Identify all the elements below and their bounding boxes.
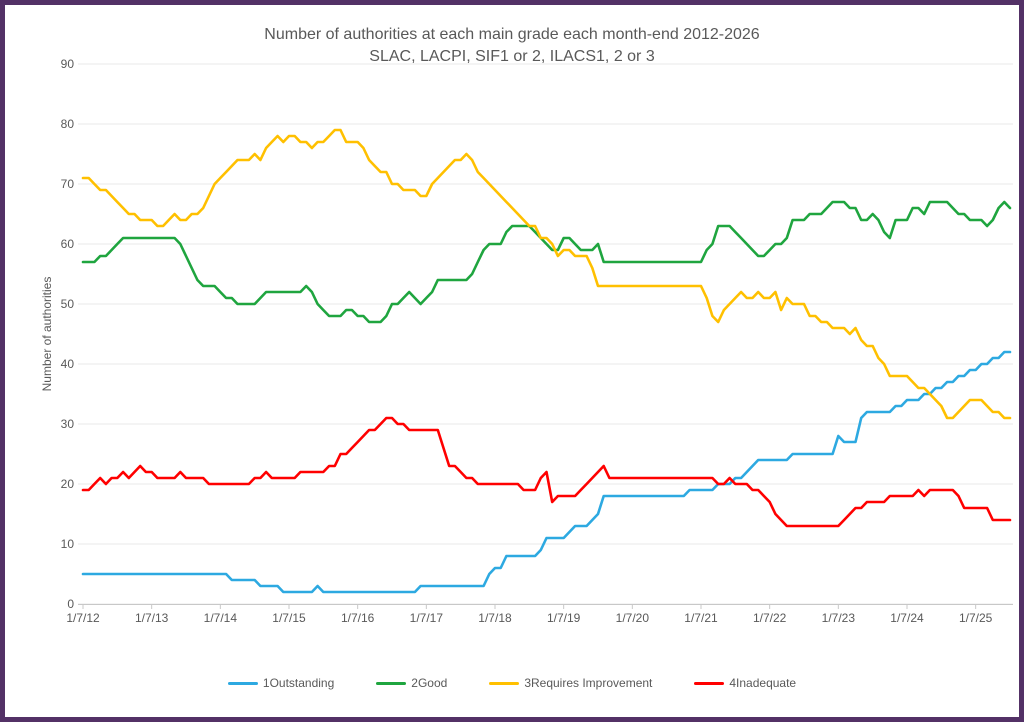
legend-line-swatch	[489, 681, 520, 685]
x-tick-label-1/7/17: 1/7/17	[410, 611, 444, 625]
x-tick-label-1/7/25: 1/7/25	[959, 611, 993, 625]
x-tick-label-1/7/21: 1/7/21	[684, 611, 718, 625]
legend-label: 1Outstanding	[262, 676, 335, 690]
series-line-2good	[81, 200, 1012, 324]
x-tick-label-1/7/18: 1/7/18	[478, 611, 512, 625]
x-tick-label-1/7/14: 1/7/14	[204, 611, 238, 625]
x-tick-label-1/7/19: 1/7/19	[547, 611, 581, 625]
legend: 1Outstanding 2Good 3Requires Improvement 4I…	[5, 676, 1019, 690]
chart-subtitle: SLAC, LACPI, SIF1 or 2, ILACS1, 2 or 3	[369, 48, 655, 65]
y-tick-label-80: 80	[61, 117, 75, 131]
plot-area: 0 10 20 30 40 50 60 70 80 90 1/7/12 1/7/13 1/7/14 1/7…	[61, 57, 1013, 625]
legend-line-swatch	[376, 681, 407, 685]
legend-item-1outstanding: 1Outstanding	[227, 676, 335, 690]
legend-label: 3Requires Improvement	[524, 676, 653, 690]
legend-label: 4Inadequate	[729, 676, 797, 690]
series-line-1outstanding	[81, 350, 1012, 594]
x-tick-label-1/7/24: 1/7/24	[890, 611, 924, 625]
x-tick-label-1/7/12: 1/7/12	[66, 611, 100, 625]
series-line-4inadequate	[81, 416, 1012, 528]
x-tick-label-1/7/23: 1/7/23	[822, 611, 856, 625]
y-tick-label-60: 60	[61, 237, 75, 251]
x-tick-label-1/7/20: 1/7/20	[616, 611, 650, 625]
y-tick-label-0: 0	[67, 597, 74, 611]
legend-line-swatch	[227, 681, 258, 685]
legend-label: 2Good	[411, 676, 448, 690]
x-tick-label-1/7/22: 1/7/22	[753, 611, 787, 625]
legend-line-swatch	[694, 681, 725, 685]
chart-title: Number of authorities at each main grade…	[264, 26, 760, 43]
y-tick-label-70: 70	[61, 177, 75, 191]
x-tick-label-1/7/13: 1/7/13	[135, 611, 169, 625]
x-tick-label-1/7/15: 1/7/15	[272, 611, 306, 625]
series-line-3requires-improvement	[81, 128, 1012, 420]
y-tick-label-40: 40	[61, 357, 75, 371]
y-tick-label-20: 20	[61, 477, 75, 491]
y-tick-label-50: 50	[61, 297, 75, 311]
y-tick-label-90: 90	[61, 57, 75, 71]
y-tick-label-30: 30	[61, 417, 75, 431]
legend-item-4inadequate: 4Inadequate	[694, 676, 796, 690]
legend-item-3requires-improvement: 3Requires Improvement	[489, 676, 652, 690]
legend-item-2good: 2Good	[376, 676, 447, 690]
y-tick-label-10: 10	[61, 537, 75, 551]
x-tick-label-1/7/16: 1/7/16	[341, 611, 375, 625]
